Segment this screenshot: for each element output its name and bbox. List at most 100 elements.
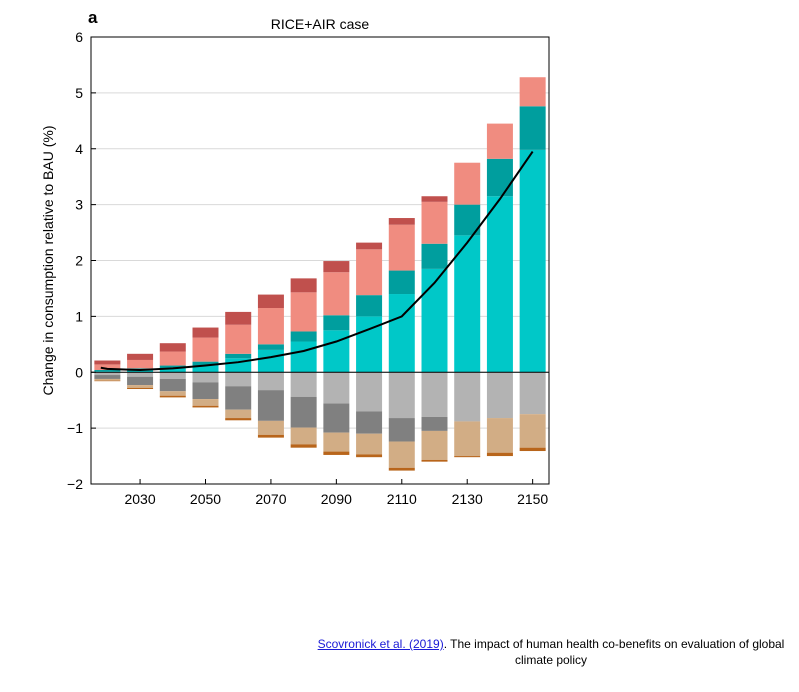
bar-segment xyxy=(159,395,186,398)
bar-segment xyxy=(454,162,481,205)
bar-segment xyxy=(323,432,350,452)
bar-segment xyxy=(127,387,154,390)
bar-segment xyxy=(290,292,317,332)
bar-segment xyxy=(257,349,284,373)
bar-segment xyxy=(127,359,154,369)
bar-segment xyxy=(225,353,252,359)
bar-segment xyxy=(486,196,513,373)
bar-segment xyxy=(159,391,186,396)
bar-segment xyxy=(192,399,219,406)
bar-segment xyxy=(159,351,186,366)
bar-segment xyxy=(127,353,154,360)
bar-segment xyxy=(94,364,121,371)
bar-segment xyxy=(94,371,121,373)
bar-segment xyxy=(519,447,546,452)
x-tick-label: 2130 xyxy=(452,491,483,507)
bar-segment xyxy=(290,372,317,397)
x-tick-label: 2030 xyxy=(124,491,155,507)
bar-segment xyxy=(192,405,219,408)
bar-segment xyxy=(388,224,415,271)
bar-segment xyxy=(290,331,317,342)
bar-segment xyxy=(421,459,448,462)
bar-segment xyxy=(257,294,284,308)
bar-segment xyxy=(257,390,284,421)
bar-segment xyxy=(356,411,383,434)
bar-segment xyxy=(323,403,350,433)
bar-segment xyxy=(356,454,383,458)
bar-segment xyxy=(290,444,317,448)
bar-segment xyxy=(519,149,546,373)
bar-segment xyxy=(323,272,350,316)
bar-segment xyxy=(94,360,121,365)
bar-segment xyxy=(257,434,284,438)
bar-segment xyxy=(388,441,415,468)
y-tick-label: 4 xyxy=(75,141,83,157)
bar-segment xyxy=(127,372,154,377)
bar-segment xyxy=(94,375,121,379)
bar-segment xyxy=(257,420,284,435)
bar-segment xyxy=(159,378,186,392)
y-tick-label: 5 xyxy=(75,85,83,101)
x-tick-label: 2070 xyxy=(255,491,286,507)
bar-segment xyxy=(323,330,350,373)
bar-segment xyxy=(356,242,383,250)
bar-segment xyxy=(192,365,219,373)
bar-segment xyxy=(421,430,448,460)
citation-link[interactable]: Scovronick et al. (2019) xyxy=(317,637,444,651)
bar-segment xyxy=(225,311,252,325)
bar-segment xyxy=(192,361,219,366)
chart-title: RICE+AIR case xyxy=(271,16,370,32)
bar-segment xyxy=(356,433,383,455)
citation-caption: Scovronick et al. (2019). The impact of … xyxy=(316,636,786,668)
bar-segment xyxy=(257,307,284,345)
x-tick-label: 2150 xyxy=(517,491,548,507)
bar-segment xyxy=(192,372,219,383)
bar-segment xyxy=(421,243,448,269)
bar-segment xyxy=(323,451,350,455)
bar-segment xyxy=(159,365,186,369)
bar-segment xyxy=(225,324,252,354)
y-tick-label: 1 xyxy=(75,308,83,324)
bar-segment xyxy=(225,386,252,410)
bar-segment xyxy=(94,378,121,381)
bar-segment xyxy=(486,372,513,419)
bar-segment xyxy=(356,295,383,317)
bar-segment xyxy=(388,372,415,419)
bar-segment xyxy=(454,372,481,422)
bar-segment xyxy=(388,418,415,442)
bar-segment xyxy=(127,385,154,388)
bar-segment xyxy=(388,467,415,471)
bar-segment xyxy=(94,370,121,372)
x-tick-label: 2110 xyxy=(387,491,417,507)
bar-segment xyxy=(225,409,252,419)
panel-label: a xyxy=(88,8,98,27)
bar-segment xyxy=(454,421,481,457)
bar-segment xyxy=(257,372,284,391)
bar-segment xyxy=(421,268,448,373)
bar-segment xyxy=(159,368,186,373)
y-tick-label: −1 xyxy=(67,420,83,436)
bar-segment xyxy=(519,77,546,107)
bar-segment xyxy=(454,456,481,458)
bar-segment xyxy=(388,270,415,295)
bar-segment xyxy=(454,235,481,373)
bar-segment xyxy=(94,380,121,382)
bar-segment xyxy=(486,158,513,197)
bar-segment xyxy=(290,427,317,445)
bar-segment xyxy=(421,196,448,202)
bar-segment xyxy=(486,418,513,453)
bar-segment xyxy=(486,452,513,457)
bar-segment xyxy=(192,327,219,338)
bar-segment xyxy=(486,123,513,159)
bar-segment xyxy=(323,315,350,331)
bar-segment xyxy=(356,372,383,412)
bar-segment xyxy=(192,382,219,400)
x-tick-label: 2050 xyxy=(190,491,221,507)
bar-segment xyxy=(225,372,252,387)
net-change-line xyxy=(100,150,534,372)
y-axis-label: Change in consumption relative to BAU (%… xyxy=(40,125,56,395)
bar-segment xyxy=(257,344,284,350)
bar-segment xyxy=(290,278,317,293)
bar-segment xyxy=(159,343,186,352)
